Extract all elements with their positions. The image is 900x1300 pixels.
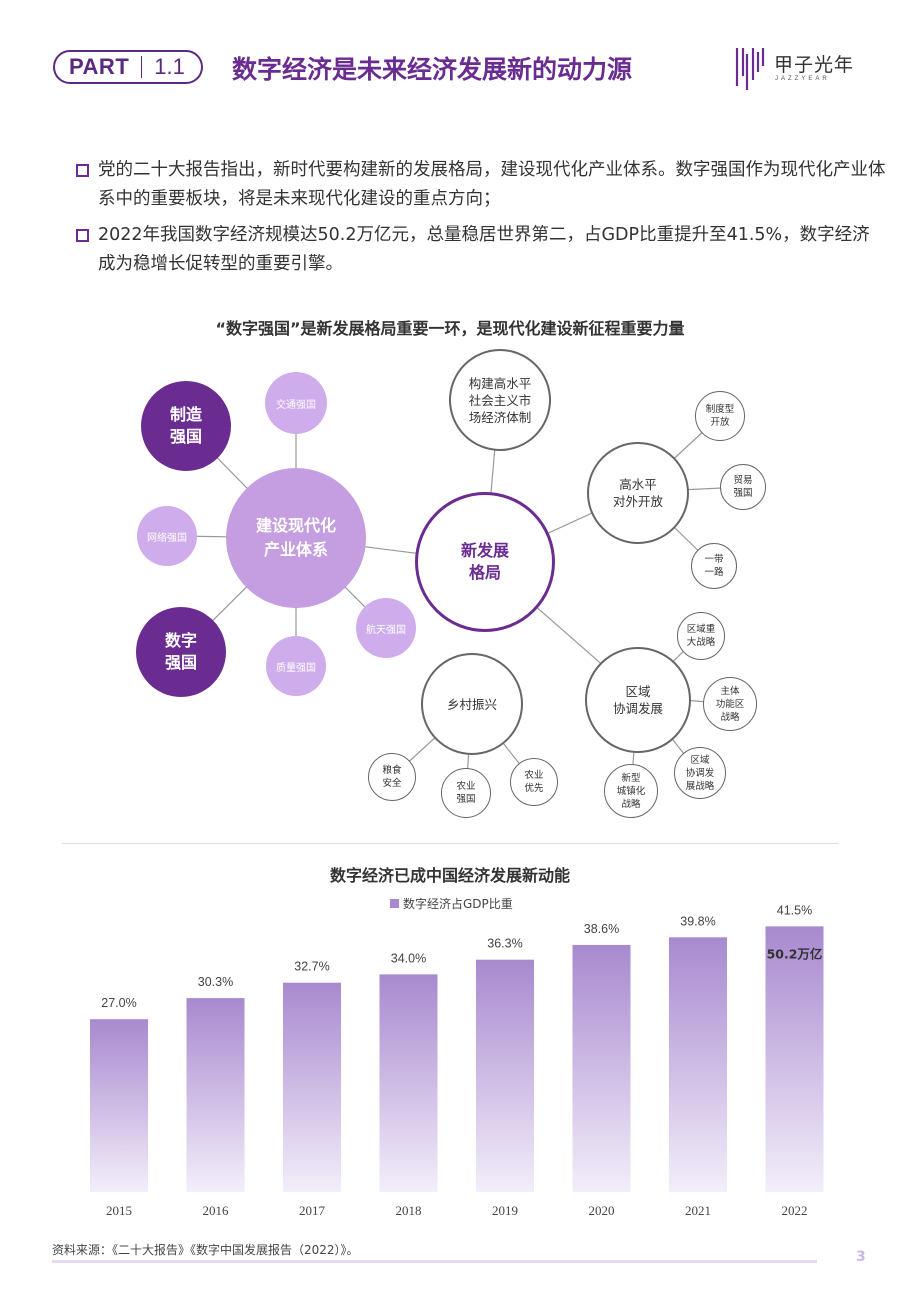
bullet-list: 党的二十大报告指出，新时代要构建新的发展格局，建设现代化产业体系。数字强国作为现… bbox=[76, 156, 886, 286]
source-note: 资料来源：《二十大报告》《数字中国发展报告（2022）》。 bbox=[52, 1243, 359, 1257]
node-belt-and-road: 一带 一路 bbox=[691, 543, 737, 589]
page-number: 3 bbox=[856, 1249, 866, 1265]
node-functional-zone-strategy: 主体 功能区 战略 bbox=[703, 677, 757, 731]
node-quality-power: 质量强国 bbox=[266, 636, 326, 696]
node-institutional-opening: 制度型 开放 bbox=[695, 391, 745, 441]
part-number: 1.1 bbox=[154, 54, 185, 79]
bar-chart: 27.0% 2015 30.3% 2016 32.7% 2017 34.0% 2018 36.3… bbox=[90, 903, 824, 1218]
bullet-text: 2022年我国数字经济规模达50.2万亿元，总量稳居世界第二，占GDP比重提升至… bbox=[98, 225, 870, 274]
x-tick-label: 2022 bbox=[782, 1203, 808, 1218]
bar-2019 bbox=[476, 959, 534, 1192]
node-rural-revitalization: 乡村振兴 bbox=[421, 653, 523, 755]
part-separator bbox=[141, 56, 143, 78]
node-regional-coordination: 区域 协调发展 bbox=[585, 647, 691, 753]
bullet-text: 党的二十大报告指出，新时代要构建新的发展格局，建设现代化产业体系。数字强国作为现… bbox=[98, 160, 886, 209]
section-divider bbox=[62, 843, 838, 844]
bar-2016 bbox=[186, 998, 245, 1192]
node-agriculture-priority: 农业 优先 bbox=[510, 758, 558, 806]
x-tick-label: 2017 bbox=[299, 1203, 326, 1218]
bullet-item: 党的二十大报告指出，新时代要构建新的发展格局，建设现代化产业体系。数字强国作为现… bbox=[76, 156, 886, 214]
node-manufacturing-power: 制造 强国 bbox=[141, 381, 231, 471]
data-label: 34.0% bbox=[391, 951, 426, 965]
concept-diagram: 制造 强国 交通强国 网络强国 建设现代化 产业体系 数字 强国 航天强国 质量强国 … bbox=[0, 340, 900, 830]
node-trade-power: 贸易 强国 bbox=[720, 464, 766, 510]
brand-name: 甲子光年 bbox=[774, 54, 855, 76]
x-tick-label: 2016 bbox=[203, 1203, 230, 1218]
data-label: 27.0% bbox=[101, 996, 136, 1010]
node-modern-industry: 建设现代化 产业体系 bbox=[226, 468, 366, 608]
diagram-title: “数字强国”是新发展格局重要一环，是现代化建设新征程重要力量 bbox=[215, 319, 685, 338]
node-grain-security: 粮食 安全 bbox=[368, 753, 416, 801]
node-major-regional-strategy: 区域重 大战略 bbox=[677, 612, 725, 660]
data-label: 41.5% bbox=[777, 903, 812, 917]
bar-2021 bbox=[669, 937, 727, 1192]
brand-logo: 甲子光年 JAZZYEAR bbox=[734, 46, 874, 92]
node-high-level-opening: 高水平 对外开放 bbox=[587, 442, 689, 544]
node-regional-development-strategy: 区域 协调发 展战略 bbox=[674, 747, 726, 799]
part-badge: PART 1.1 bbox=[53, 50, 203, 84]
node-aerospace-power: 航天强国 bbox=[356, 598, 416, 658]
node-agriculture-power: 农业 强国 bbox=[441, 768, 491, 818]
data-label: 36.3% bbox=[487, 937, 522, 951]
data-label: 32.7% bbox=[294, 960, 329, 974]
node-market-economy: 构建高水平 社会主义市 场经济体制 bbox=[449, 349, 551, 451]
brand-name-en: JAZZYEAR bbox=[775, 76, 830, 82]
bar-annotation: 50.2万亿 bbox=[767, 946, 823, 961]
node-transport-power: 交通强国 bbox=[265, 372, 327, 434]
legend-label: 数字经济占GDP比重 bbox=[403, 897, 513, 911]
bar-2018 bbox=[379, 974, 438, 1192]
brand-mark-icon bbox=[735, 48, 765, 90]
bar-2022 bbox=[765, 926, 824, 1192]
bullet-item: 2022年我国数字经济规模达50.2万亿元，总量稳居世界第二，占GDP比重提升至… bbox=[76, 221, 886, 279]
data-label: 38.6% bbox=[584, 922, 619, 936]
chart-title: 数字经济已成中国经济发展新动能 bbox=[329, 866, 570, 885]
node-urbanization-strategy: 新型 城镇化 战略 bbox=[604, 764, 658, 818]
node-network-power: 网络强国 bbox=[137, 506, 197, 566]
x-tick-label: 2021 bbox=[685, 1203, 711, 1218]
part-label: PART bbox=[69, 54, 130, 79]
x-tick-label: 2018 bbox=[396, 1203, 422, 1218]
legend-swatch bbox=[390, 899, 399, 908]
data-label: 30.3% bbox=[198, 975, 233, 989]
page-title: 数字经济是未来经济发展新的动力源 bbox=[232, 55, 633, 84]
footer-divider bbox=[52, 1260, 817, 1263]
x-tick-label: 2015 bbox=[106, 1203, 132, 1218]
node-new-development-pattern: 新发展 格局 bbox=[415, 492, 555, 632]
square-bullet-icon bbox=[76, 229, 89, 242]
x-tick-label: 2019 bbox=[492, 1203, 518, 1218]
node-digital-power: 数字 强国 bbox=[136, 607, 226, 697]
chart-legend: 数字经济占GDP比重 bbox=[390, 895, 513, 912]
data-label: 39.8% bbox=[680, 914, 715, 928]
x-tick-label: 2020 bbox=[589, 1203, 615, 1218]
bar-2017 bbox=[283, 982, 341, 1192]
bar-2015 bbox=[90, 1019, 148, 1192]
bar-2020 bbox=[572, 944, 631, 1192]
square-bullet-icon bbox=[76, 164, 89, 177]
